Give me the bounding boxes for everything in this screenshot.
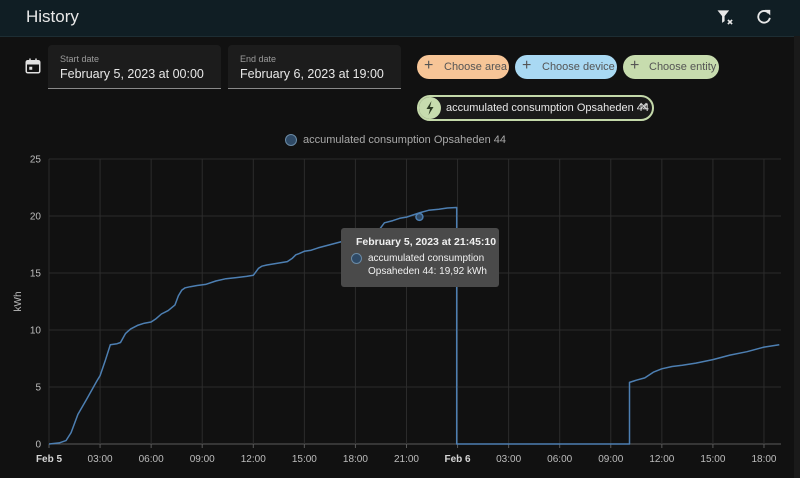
x-tick-label: 12:00	[241, 454, 266, 465]
start-date-field[interactable]: Start date February 5, 2023 at 00:00	[48, 45, 221, 89]
x-tick-label: 09:00	[598, 454, 623, 465]
close-icon[interactable]: ✕	[639, 101, 649, 113]
y-tick-label: 20	[30, 212, 42, 223]
selected-entity-label: accumulated consumption Opsaheden 44	[446, 102, 650, 114]
y-tick-label: 15	[30, 269, 42, 280]
choose-entity-label: Choose entity	[649, 61, 717, 73]
tooltip-series-line2: Opsaheden 44: 19,92 kWh	[368, 266, 487, 277]
scrollbar[interactable]	[794, 36, 800, 478]
x-tick-label: 12:00	[649, 454, 674, 465]
calendar-icon[interactable]	[24, 57, 42, 75]
end-date-label: End date	[240, 54, 277, 64]
choose-device-button[interactable]: + Choose device	[515, 55, 617, 79]
refresh-icon[interactable]	[754, 7, 774, 27]
plus-icon: +	[424, 57, 434, 74]
choose-area-button[interactable]: + Choose area	[417, 55, 509, 79]
start-date-label: Start date	[60, 54, 100, 64]
end-date-field[interactable]: End date February 6, 2023 at 19:00	[228, 45, 401, 89]
plus-icon: +	[630, 57, 640, 74]
lightning-bolt-icon	[419, 97, 441, 119]
chart-tooltip: February 5, 2023 at 21:45:10 accumulated…	[341, 228, 499, 287]
y-tick-label: 0	[35, 440, 41, 451]
y-axis-title: kWh	[13, 292, 24, 312]
choose-device-label: Choose device	[542, 61, 615, 73]
selected-entity-chip[interactable]: accumulated consumption Opsaheden 44 ✕	[417, 95, 654, 121]
x-tick-label: 03:00	[88, 454, 113, 465]
filter-remove-icon[interactable]	[715, 7, 735, 27]
series-line	[48, 206, 780, 445]
x-tick-label: 18:00	[751, 454, 776, 465]
highlighted-point	[415, 212, 424, 222]
start-date-value: February 5, 2023 at 00:00	[60, 67, 204, 81]
legend-label[interactable]: accumulated consumption Opsaheden 44	[303, 134, 507, 146]
tooltip-series-marker	[351, 253, 362, 264]
tooltip-series-line1: accumulated consumption	[368, 253, 485, 264]
y-tick-label: 25	[30, 155, 42, 166]
x-tick-label: 06:00	[547, 454, 572, 465]
end-date-value: February 6, 2023 at 19:00	[240, 67, 384, 81]
x-tick-label: 09:00	[190, 454, 215, 465]
x-tick-label: 15:00	[700, 454, 725, 465]
page-title: History	[26, 7, 79, 26]
x-tick-label: 18:00	[343, 454, 368, 465]
x-tick-label: Feb 5	[36, 454, 63, 465]
x-tick-label: 06:00	[139, 454, 164, 465]
choose-entity-button[interactable]: + Choose entity	[623, 55, 719, 79]
top-app-bar: History	[0, 0, 800, 37]
x-tick-label: 21:00	[394, 454, 419, 465]
choose-area-label: Choose area	[444, 61, 507, 73]
legend-marker[interactable]	[285, 134, 297, 146]
tooltip-header: February 5, 2023 at 21:45:10	[356, 236, 497, 248]
x-tick-label: 03:00	[496, 454, 521, 465]
x-tick-label: Feb 6	[444, 454, 471, 465]
x-tick-label: 15:00	[292, 454, 317, 465]
y-tick-label: 5	[35, 383, 41, 394]
plus-icon: +	[522, 57, 532, 74]
y-tick-label: 10	[30, 326, 42, 337]
